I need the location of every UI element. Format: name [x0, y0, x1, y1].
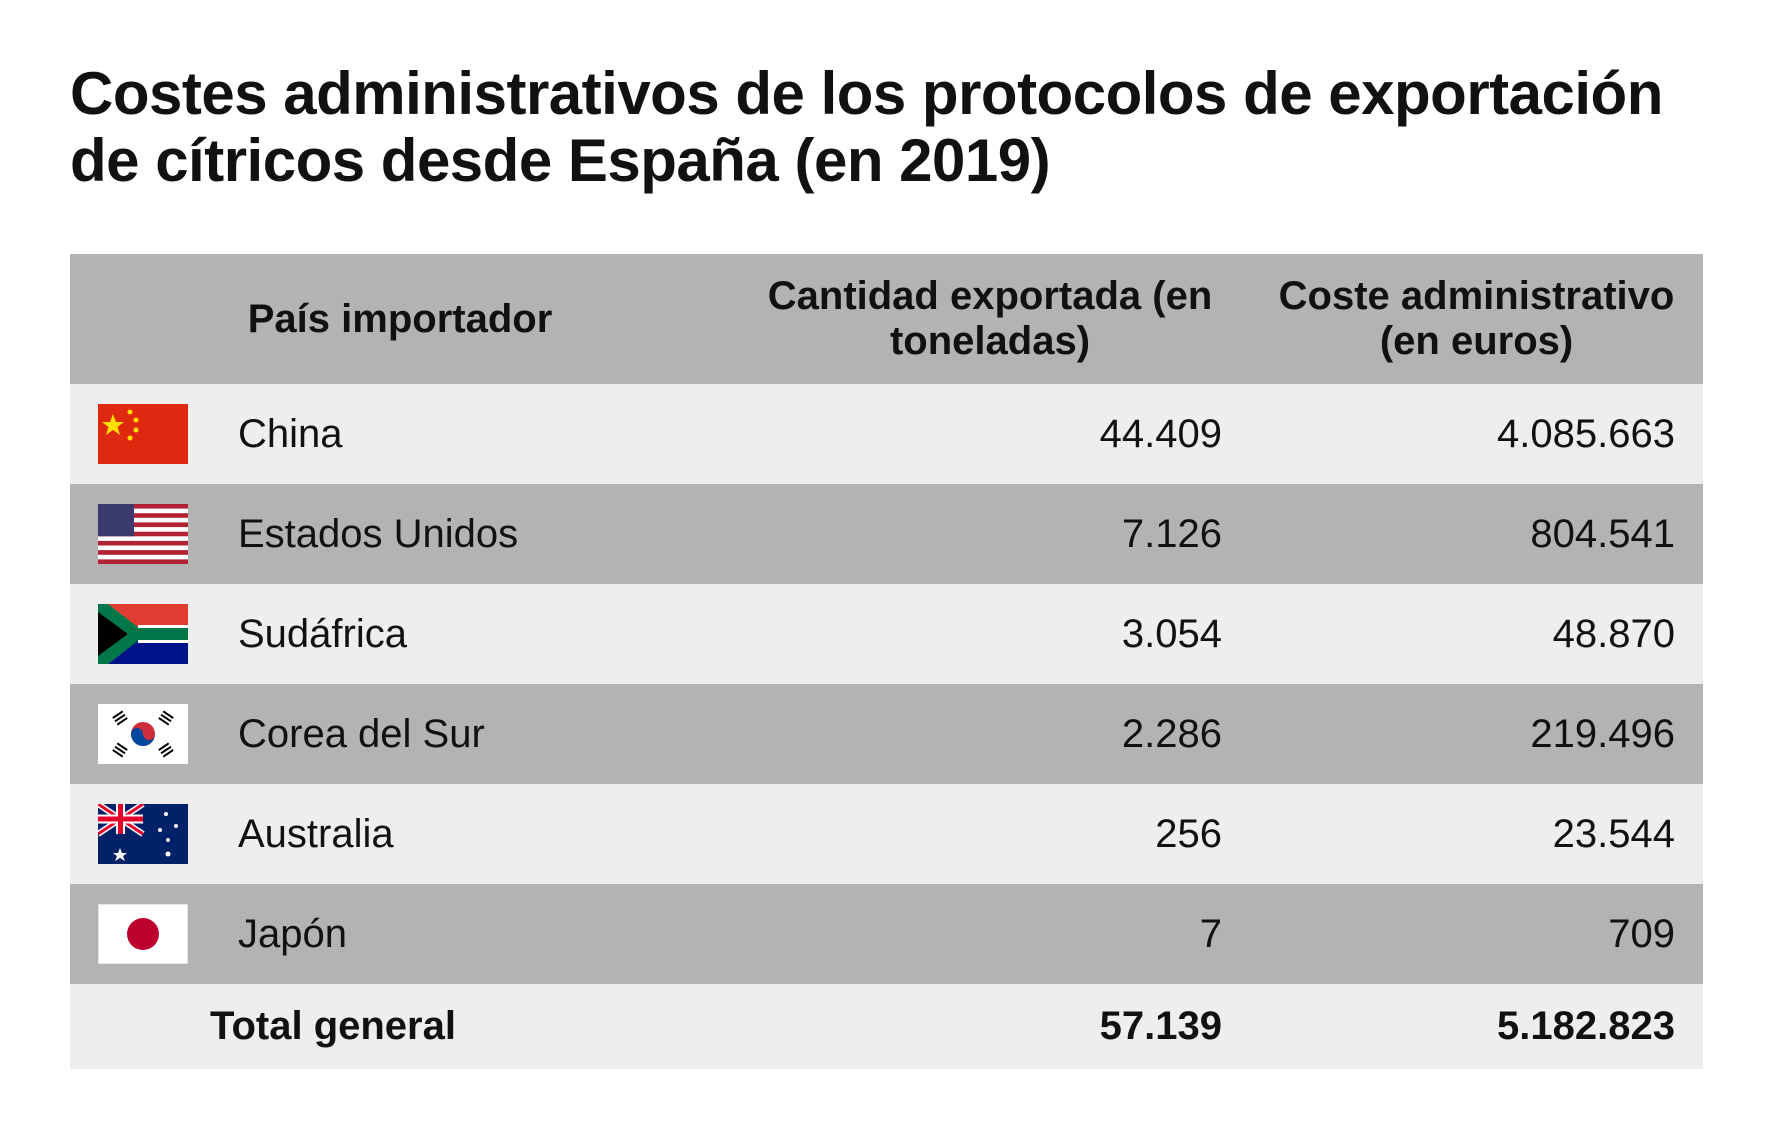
country-name: China	[210, 384, 730, 484]
total-cost: 5.182.823	[1250, 984, 1703, 1069]
table-row: China44.4094.085.663	[70, 384, 1703, 484]
header-cost: Coste administrativo (en euros)	[1250, 254, 1703, 384]
us-flag-icon	[98, 504, 188, 564]
table-row: Japón7709	[70, 884, 1703, 984]
cost-value: 48.870	[1250, 584, 1703, 684]
za-flag-icon	[98, 604, 188, 664]
country-name: Japón	[210, 884, 730, 984]
qty-value: 44.409	[730, 384, 1250, 484]
flag-cell	[70, 484, 210, 584]
qty-value: 7.126	[730, 484, 1250, 584]
country-name: Australia	[210, 784, 730, 884]
country-name: Sudáfrica	[210, 584, 730, 684]
cost-value: 4.085.663	[1250, 384, 1703, 484]
country-name: Corea del Sur	[210, 684, 730, 784]
qty-value: 256	[730, 784, 1250, 884]
header-country: País importador	[70, 254, 730, 384]
cost-value: 23.544	[1250, 784, 1703, 884]
header-qty: Cantidad exportada (en toneladas)	[730, 254, 1250, 384]
flag-cell	[70, 584, 210, 684]
total-qty: 57.139	[730, 984, 1250, 1069]
cost-value: 219.496	[1250, 684, 1703, 784]
flag-cell	[70, 384, 210, 484]
table-header-row: País importador Cantidad exportada (en t…	[70, 254, 1703, 384]
kr-flag-icon	[98, 704, 188, 764]
cost-value: 709	[1250, 884, 1703, 984]
page-title: Costes administrativos de los protocolos…	[70, 60, 1703, 194]
cost-value: 804.541	[1250, 484, 1703, 584]
table-row: Sudáfrica3.05448.870	[70, 584, 1703, 684]
table-total-row: Total general57.1395.182.823	[70, 984, 1703, 1069]
page: Costes administrativos de los protocolos…	[0, 0, 1773, 1139]
jp-flag-icon	[98, 904, 188, 964]
table-row: Corea del Sur2.286219.496	[70, 684, 1703, 784]
table-row: Australia25623.544	[70, 784, 1703, 884]
qty-value: 3.054	[730, 584, 1250, 684]
flag-cell	[70, 884, 210, 984]
total-label: Total general	[210, 984, 730, 1069]
flag-cell	[70, 684, 210, 784]
country-name: Estados Unidos	[210, 484, 730, 584]
table-row: Estados Unidos7.126804.541	[70, 484, 1703, 584]
flag-cell	[70, 784, 210, 884]
data-table: País importador Cantidad exportada (en t…	[70, 254, 1703, 1069]
au-flag-icon	[98, 804, 188, 864]
total-flag-spacer	[70, 984, 210, 1069]
cn-flag-icon	[98, 404, 188, 464]
qty-value: 7	[730, 884, 1250, 984]
qty-value: 2.286	[730, 684, 1250, 784]
